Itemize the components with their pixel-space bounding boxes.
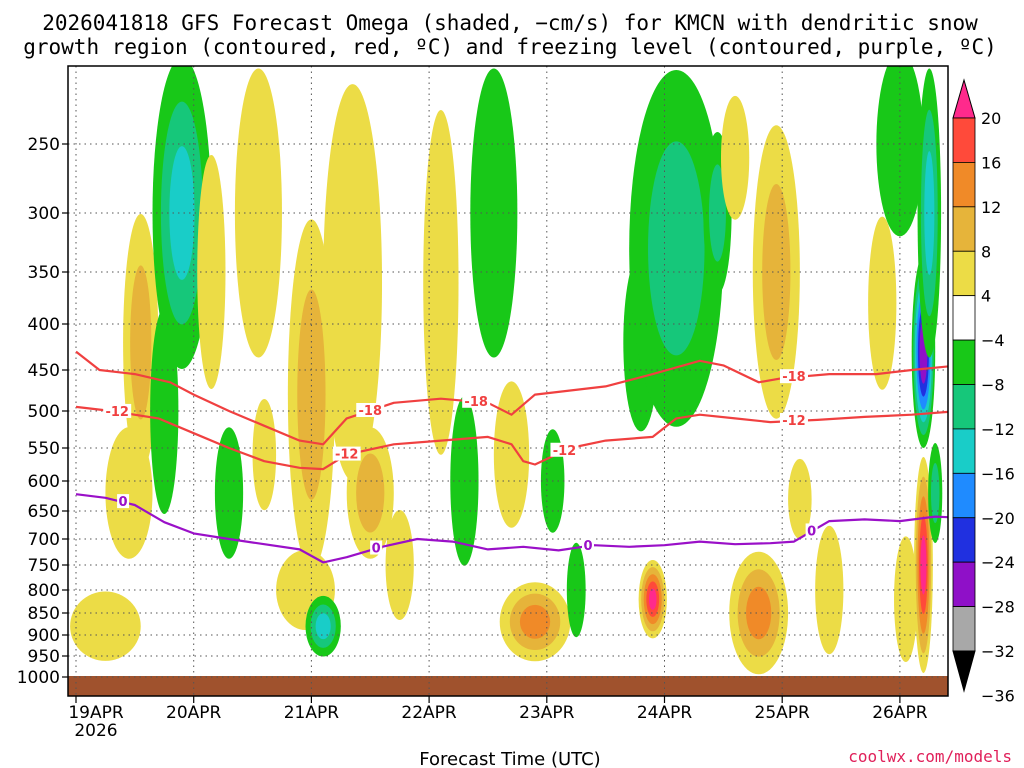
colorbar-label-7: −12 bbox=[981, 420, 1015, 439]
omega-cell-11-level-2 bbox=[316, 613, 331, 639]
y-tick-label-850: 850 bbox=[28, 604, 60, 624]
x-axis-label: Forecast Time (UTC) bbox=[419, 749, 600, 768]
colorbar-label-8: −16 bbox=[981, 464, 1015, 483]
chart-title-line-1: 2026041818 GFS Forecast Omega (shaded, −… bbox=[42, 11, 978, 35]
colorbar-segment-1 bbox=[953, 118, 975, 162]
x-tick-label-22APR: 22APR bbox=[401, 703, 457, 723]
omega-cell-26-level-0 bbox=[721, 96, 749, 220]
x-tick-label-23APR: 23APR bbox=[519, 703, 575, 723]
omega-cell-37-level-1 bbox=[931, 463, 939, 523]
colorbar-segment-6 bbox=[953, 340, 975, 384]
omega-cell-22-level-4 bbox=[649, 589, 657, 610]
colorbar-segment-5 bbox=[953, 296, 975, 340]
colorbar-label-1: 16 bbox=[981, 153, 1001, 172]
omega-cell-4-level-0 bbox=[150, 308, 178, 514]
y-tick-label-450: 450 bbox=[28, 361, 60, 381]
credit-text[interactable]: coolwx.com/models bbox=[848, 747, 1012, 766]
colorbar-label-0: 20 bbox=[981, 109, 1001, 128]
y-tick-label-550: 550 bbox=[28, 439, 60, 459]
contour-label--12-2: -12 bbox=[553, 444, 577, 459]
y-tick-label-900: 900 bbox=[28, 626, 60, 646]
contour-label--12-1: -12 bbox=[335, 448, 359, 463]
omega-cell-7-level-0 bbox=[235, 69, 282, 358]
y-tick-label-300: 300 bbox=[28, 204, 60, 224]
colorbar-segment-10 bbox=[953, 518, 975, 562]
pressure-axis: 2503003504004505005506006507007508008509… bbox=[17, 135, 68, 688]
omega-cell-33-level-0 bbox=[894, 536, 918, 662]
x-tick-label-25APR: 25APR bbox=[755, 703, 811, 723]
colorbar-segment-3 bbox=[953, 207, 975, 251]
omega-cell-15-level-0 bbox=[423, 110, 458, 455]
contour-label--12-3: -12 bbox=[782, 414, 806, 429]
y-tick-label-700: 700 bbox=[28, 530, 60, 550]
omega-cell-24-level-1 bbox=[648, 141, 704, 355]
y-tick-label-1000: 1000 bbox=[17, 668, 60, 688]
omega-cell-19-level-2 bbox=[520, 605, 550, 639]
colorbar-segment-7 bbox=[953, 385, 975, 429]
contour-label--18-0: -18 bbox=[359, 404, 383, 419]
colorbar-label-12: −32 bbox=[981, 642, 1015, 661]
x-tick-label-21APR: 21APR bbox=[284, 703, 340, 723]
y-tick-label-600: 600 bbox=[28, 472, 60, 492]
omega-cell-8-level-0 bbox=[253, 399, 277, 510]
time-axis: 19APR 20APR 21APR 22APR 23APR 24APR 25APR 26APR… bbox=[68, 696, 927, 741]
colorbar-label-5: −4 bbox=[981, 331, 1005, 350]
omega-cell-28-level-1 bbox=[762, 184, 790, 360]
colorbar-label-13: −36 bbox=[981, 686, 1015, 705]
contour-label-0-0: 0 bbox=[119, 495, 128, 510]
y-tick-label-800: 800 bbox=[28, 581, 60, 601]
omega-cell-17-level-0 bbox=[470, 69, 517, 358]
omega-cell-12-level-0 bbox=[323, 84, 382, 481]
colorbar-segment-9 bbox=[953, 473, 975, 517]
omega-field bbox=[68, 52, 948, 696]
contour-label-0-1: 0 bbox=[372, 542, 381, 557]
y-tick-label-250: 250 bbox=[28, 135, 60, 155]
x-tick-label-26APR: 26APR bbox=[872, 703, 928, 723]
colorbar-label-2: 12 bbox=[981, 198, 1001, 217]
colorbar-label-4: 4 bbox=[981, 287, 991, 306]
x-tick-label-24APR: 24APR bbox=[637, 703, 693, 723]
colorbar-segment-11 bbox=[953, 562, 975, 606]
colorbar-label-6: −8 bbox=[981, 376, 1005, 395]
y-tick-label-950: 950 bbox=[28, 647, 60, 667]
omega-cell-13-level-1 bbox=[356, 454, 384, 533]
omega-cell-0-level-0 bbox=[70, 592, 141, 661]
y-tick-label-500: 500 bbox=[28, 402, 60, 422]
contour-label-0-2: 0 bbox=[583, 539, 592, 554]
x-tick-label-20APR: 20APR bbox=[166, 703, 222, 723]
contour-label--12-0: -12 bbox=[105, 405, 129, 420]
contour-label--18-1: -18 bbox=[464, 395, 488, 410]
y-tick-label-350: 350 bbox=[28, 263, 60, 283]
colorbar-label-9: −20 bbox=[981, 509, 1015, 528]
omega-cell-1-level-1 bbox=[130, 265, 151, 419]
colorbar-segment-2 bbox=[953, 162, 975, 206]
omega-colorbar: 20 16 12 8 4 −4 −8 −12 −16 −20 −24 −28 −32 −36 bbox=[953, 80, 1015, 705]
y-tick-label-650: 650 bbox=[28, 502, 60, 522]
colorbar-bottom-triangle bbox=[953, 651, 975, 691]
colorbar-segment-4 bbox=[953, 251, 975, 295]
y-tick-label-750: 750 bbox=[28, 556, 60, 576]
chart-title-line-2: growth region (contoured, red, ºC) and f… bbox=[23, 35, 997, 59]
colorbar-label-10: −24 bbox=[981, 553, 1015, 572]
omega-time-height-chart: 2026041818 GFS Forecast Omega (shaded, −… bbox=[0, 0, 1024, 768]
colorbar-label-3: 8 bbox=[981, 242, 991, 261]
y-tick-label-400: 400 bbox=[28, 315, 60, 335]
colorbar-segment-12 bbox=[953, 607, 975, 651]
colorbar-segment-8 bbox=[953, 429, 975, 473]
plot-area: -18 -18 -18 -12 -12 -12 -12 0 0 0 0 bbox=[68, 52, 959, 696]
colorbar-label-11: −28 bbox=[981, 598, 1015, 617]
x-year-label: 2026 bbox=[74, 721, 117, 741]
colorbar-top-triangle bbox=[953, 80, 975, 118]
contour-label--18-2: -18 bbox=[782, 370, 806, 385]
contour-label-0-3: 0 bbox=[807, 524, 816, 539]
x-tick-label-19APR: 19APR bbox=[68, 703, 124, 723]
omega-cell-31-level-0 bbox=[868, 217, 896, 390]
ground-surface bbox=[68, 676, 948, 696]
